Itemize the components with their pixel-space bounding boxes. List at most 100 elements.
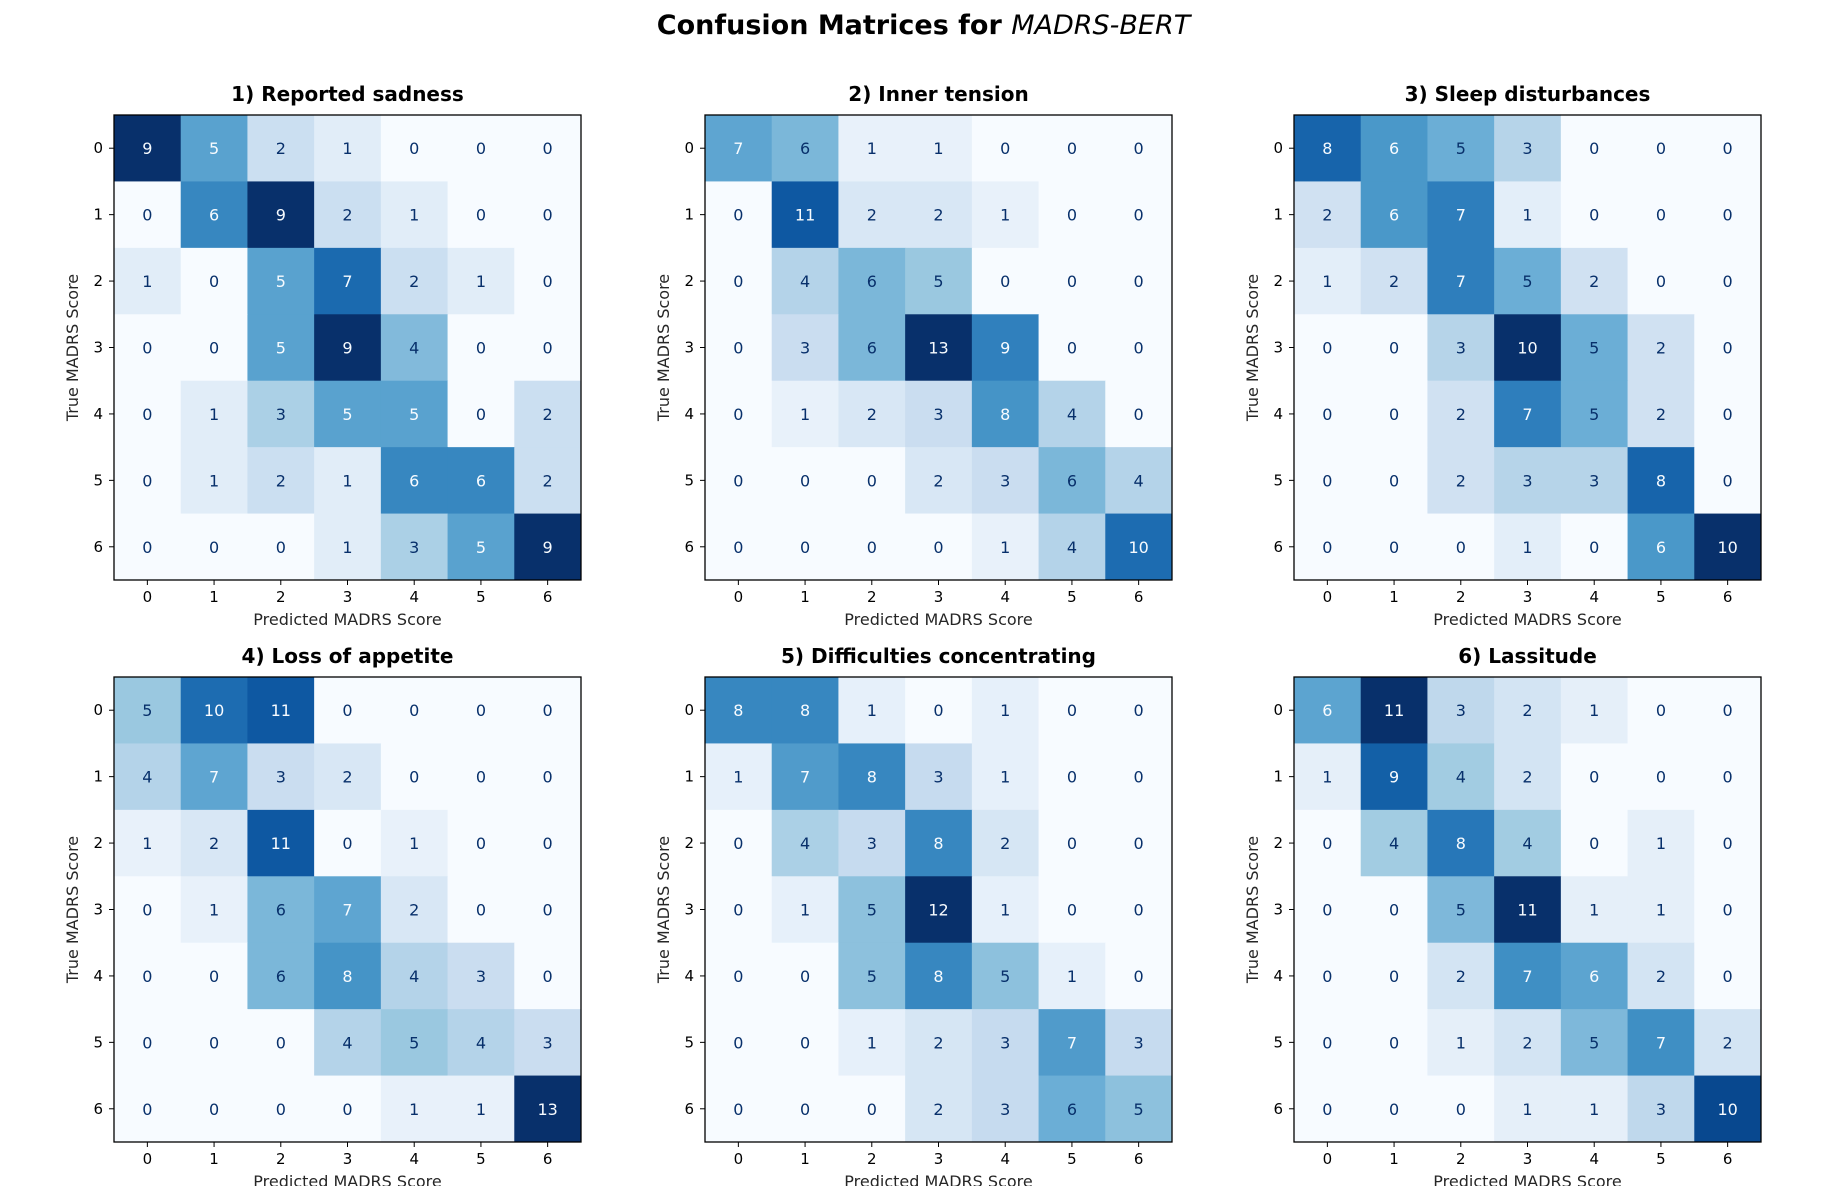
- matrix-cell: [180, 809, 248, 877]
- matrix-cell: [1627, 809, 1695, 877]
- matrix-cell: [1627, 115, 1695, 182]
- cell-value: 0: [733, 1100, 743, 1119]
- matrix-cell: [1694, 115, 1762, 182]
- figure-title-prefix: Confusion Matrices for: [656, 10, 1012, 41]
- cell-value: 4: [142, 768, 152, 787]
- cell-value: 4: [1456, 768, 1466, 787]
- matrix-cell: [1694, 380, 1762, 448]
- matrix-cell: [180, 115, 248, 182]
- matrix-cell: [180, 677, 248, 744]
- matrix-cell: [1294, 447, 1362, 515]
- cell-value: 1: [867, 701, 877, 720]
- cell-value: 1: [1000, 768, 1010, 787]
- matrix-cell: [247, 380, 315, 448]
- matrix-cell: [1294, 247, 1362, 315]
- cell-value: 3: [800, 339, 810, 358]
- cell-value: 1: [342, 139, 352, 158]
- matrix-cell: [247, 1075, 315, 1143]
- cell-value: 4: [409, 967, 419, 986]
- matrix-cell: [705, 380, 773, 448]
- cell-value: 0: [1134, 768, 1144, 787]
- cell-value: 6: [476, 471, 486, 490]
- x-tick-label: 6: [1134, 588, 1144, 606]
- matrix-cell: [771, 743, 839, 811]
- matrix-cell: [1360, 314, 1428, 382]
- cell-value: 0: [543, 339, 553, 358]
- cell-value: 0: [209, 1033, 219, 1052]
- matrix-cell: [838, 447, 906, 515]
- matrix-cell: [447, 876, 515, 944]
- cell-value: 3: [1134, 1033, 1144, 1052]
- matrix-cell: [1360, 380, 1428, 448]
- cell-value: 3: [1000, 1100, 1010, 1119]
- cell-value: 0: [476, 768, 486, 787]
- cell-value: 1: [1000, 206, 1010, 225]
- cell-value: 0: [1322, 538, 1332, 557]
- matrix-cell: [1560, 247, 1629, 315]
- matrix-cell: [705, 876, 773, 944]
- cell-value: 0: [733, 272, 743, 291]
- matrix-cell: [1360, 247, 1428, 315]
- matrix-cell: [1694, 1075, 1762, 1143]
- matrix-cell: [114, 809, 182, 877]
- matrix-cell: [905, 677, 973, 744]
- cell-value: 1: [1067, 967, 1077, 986]
- matrix-cell: [905, 314, 973, 382]
- x-tick-label: 6: [1723, 1150, 1733, 1168]
- cell-value: 0: [543, 139, 553, 158]
- cell-value: 2: [933, 471, 943, 490]
- matrix-cell: [1038, 942, 1106, 1010]
- cell-value: 1: [867, 1033, 877, 1052]
- matrix-cell: [380, 942, 449, 1010]
- cell-value: 6: [867, 339, 877, 358]
- cell-value: 13: [928, 339, 948, 358]
- panel-title: 6) Lassitude: [1458, 644, 1597, 668]
- cell-value: 4: [476, 1033, 486, 1052]
- cell-value: 4: [800, 834, 810, 853]
- matrix-cell: [1494, 115, 1562, 182]
- matrix-cell: [447, 380, 515, 448]
- matrix-cell: [447, 942, 515, 1010]
- matrix-cell: [514, 447, 582, 515]
- x-tick-label: 5: [1656, 588, 1666, 606]
- cell-value: 0: [1656, 139, 1666, 158]
- matrix-cell: [905, 115, 973, 182]
- matrix-cell: [1038, 677, 1106, 744]
- x-tick-label: 5: [1067, 1150, 1077, 1168]
- matrix-cell: [180, 247, 248, 315]
- matrix-cell: [247, 1009, 315, 1077]
- cell-value: 2: [342, 206, 352, 225]
- cell-value: 0: [1134, 701, 1144, 720]
- cell-value: 0: [476, 139, 486, 158]
- matrix-cell: [1360, 1075, 1428, 1143]
- cell-value: 1: [142, 834, 152, 853]
- matrix-cell: [838, 1009, 906, 1077]
- matrix-cell: [1427, 1075, 1495, 1143]
- x-tick-label: 5: [1656, 1150, 1666, 1168]
- cell-value: 9: [276, 206, 286, 225]
- matrix-cell: [838, 115, 906, 182]
- matrix-cell: [1494, 743, 1562, 811]
- cell-value: 1: [1656, 901, 1666, 920]
- cell-value: 0: [1589, 768, 1599, 787]
- matrix-cell: [447, 677, 515, 744]
- y-tick-label: 5: [93, 1033, 103, 1051]
- panel-title: 4) Loss of appetite: [242, 644, 454, 668]
- y-tick-label: 1: [684, 768, 694, 786]
- cell-value: 1: [476, 272, 486, 291]
- matrix-cell: [1494, 809, 1562, 877]
- cell-value: 0: [476, 834, 486, 853]
- cell-value: 1: [409, 834, 419, 853]
- matrix-cell: [1627, 743, 1695, 811]
- cell-value: 5: [933, 272, 943, 291]
- x-tick-label: 0: [1323, 588, 1333, 606]
- cell-value: 2: [342, 768, 352, 787]
- x-tick-label: 6: [1134, 1150, 1144, 1168]
- cell-value: 2: [543, 471, 553, 490]
- cell-value: 0: [1067, 701, 1077, 720]
- cell-value: 2: [933, 1100, 943, 1119]
- cell-value: 1: [1000, 538, 1010, 557]
- cell-value: 9: [342, 339, 352, 358]
- cell-value: 0: [1456, 538, 1466, 557]
